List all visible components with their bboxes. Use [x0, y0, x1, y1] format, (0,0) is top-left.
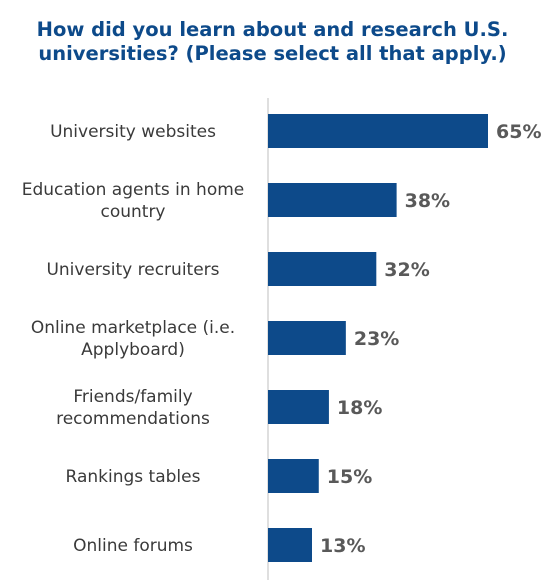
category-label: University websites [50, 122, 216, 142]
category-label: Friends/family recommendations [56, 387, 210, 429]
data-label: 18% [337, 397, 382, 419]
data-label: 38% [405, 190, 450, 212]
category-label-line: country [100, 202, 165, 222]
chart-title-line-1: How did you learn about and research U.S… [36, 18, 509, 41]
category-label-line: University websites [50, 122, 216, 142]
bar [268, 183, 397, 217]
data-label: 32% [384, 259, 429, 281]
category-label-line: Online marketplace (i.e. [31, 318, 235, 338]
category-label: Online marketplace (i.e. Applyboard) [31, 318, 235, 360]
category-label-line: Rankings tables [66, 467, 201, 487]
category-label-line: University recruiters [46, 260, 219, 280]
category-label: University recruiters [46, 260, 219, 280]
category-label: Rankings tables [66, 467, 201, 487]
category-label-line: recommendations [56, 409, 210, 429]
bar [268, 528, 312, 562]
category-label-line: Friends/family [73, 387, 192, 407]
data-label: 13% [320, 535, 365, 557]
category-label: Education agents in home country [22, 180, 245, 222]
bar [268, 390, 329, 424]
category-label-line: Applyboard) [81, 340, 185, 360]
bar [268, 252, 377, 286]
data-label: 23% [354, 328, 399, 350]
category-label: Online forums [73, 536, 193, 556]
chart-title: How did you learn about and research U.S… [0, 18, 545, 66]
bar [268, 321, 346, 355]
category-label-line: Online forums [73, 536, 193, 556]
bar [268, 459, 319, 493]
bar [268, 114, 488, 148]
category-label-line: Education agents in home [22, 180, 245, 200]
data-label: 65% [496, 121, 541, 143]
data-label: 15% [327, 466, 372, 488]
chart-title-line-2: universities? (Please select all that ap… [38, 42, 507, 65]
